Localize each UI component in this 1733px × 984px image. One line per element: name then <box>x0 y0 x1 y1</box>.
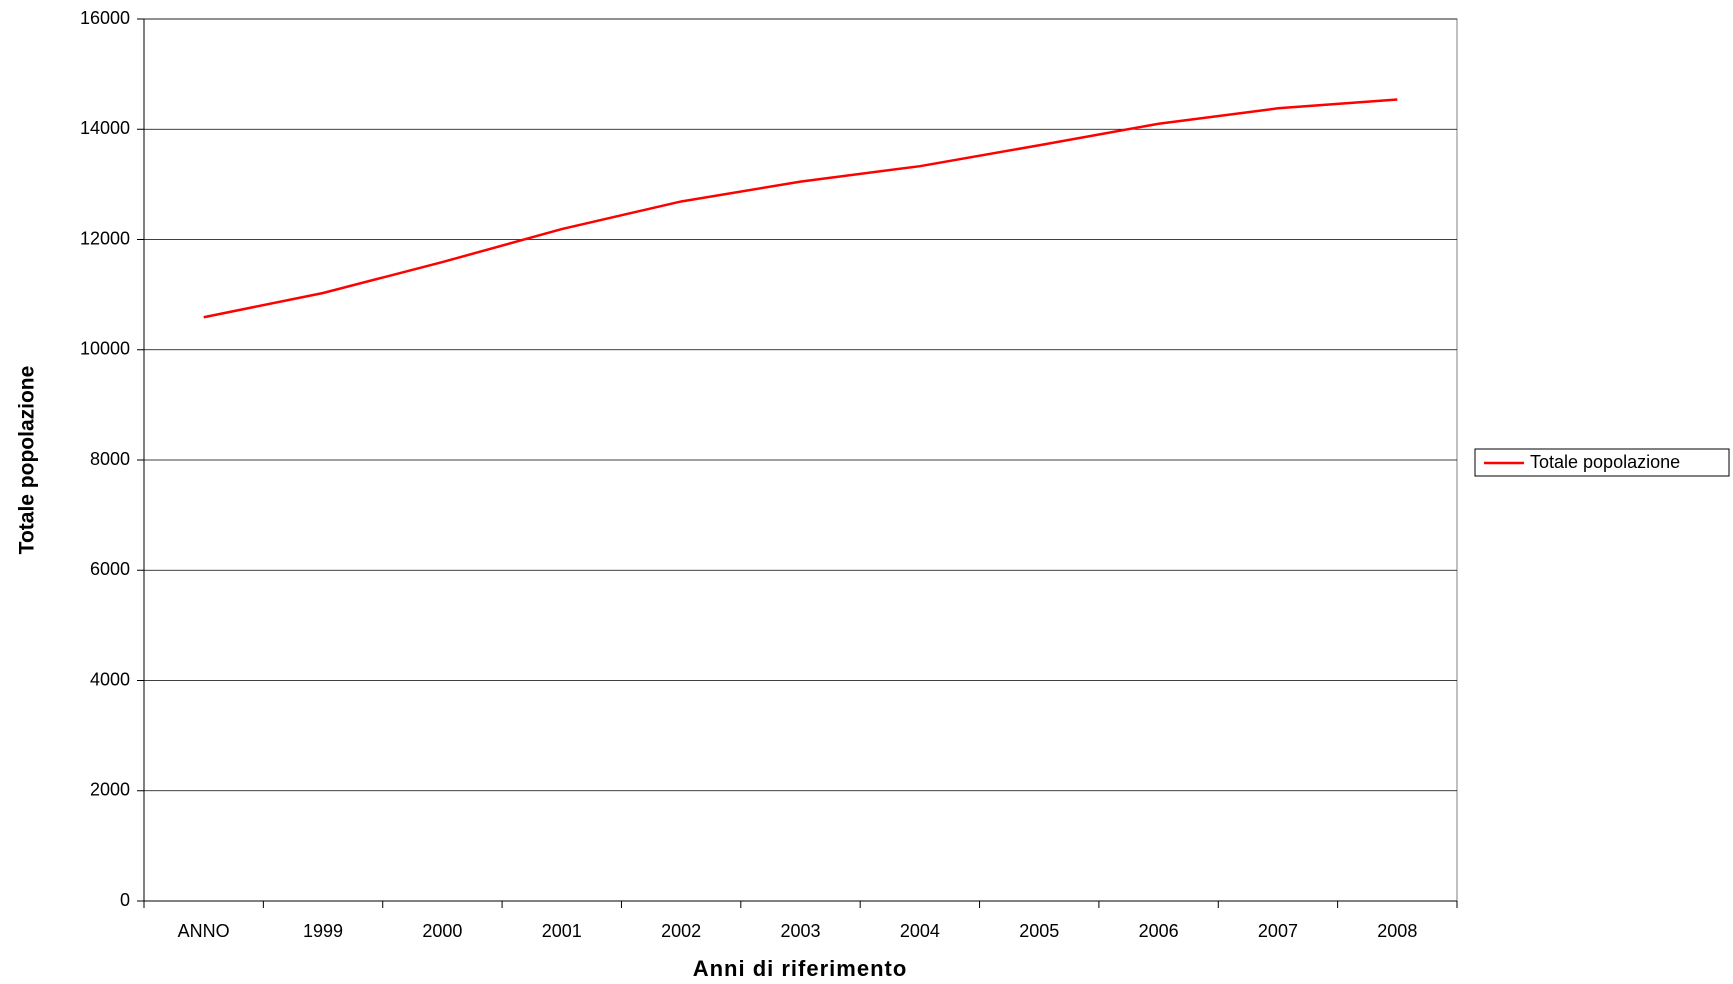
y-tick-label: 16000 <box>80 8 130 28</box>
x-tick-label: ANNO <box>178 921 230 941</box>
x-tick-label: 2000 <box>422 921 462 941</box>
x-tick-label: 2003 <box>780 921 820 941</box>
y-tick-label: 6000 <box>90 559 130 579</box>
x-tick-label: 2007 <box>1258 921 1298 941</box>
y-tick-label: 2000 <box>90 780 130 800</box>
y-tick-label: 8000 <box>90 449 130 469</box>
y-tick-label: 14000 <box>80 118 130 138</box>
y-axis-title: Totale popolazione <box>16 366 39 555</box>
x-tick-label: 2008 <box>1377 921 1417 941</box>
x-tick-label: 1999 <box>303 921 343 941</box>
chart: Totale popolazione Anni di riferimento 0… <box>0 0 1733 984</box>
x-tick-label: 2001 <box>542 921 582 941</box>
x-tick-label: 2005 <box>1019 921 1059 941</box>
x-axis-title: Anni di riferimento <box>693 956 908 981</box>
y-tick-label: 10000 <box>80 339 130 359</box>
page: Totale popolazione Anni di riferimento 0… <box>0 0 1733 984</box>
x-tick-label: 2004 <box>900 921 940 941</box>
y-tick-label: 4000 <box>90 669 130 689</box>
y-tick-label: 12000 <box>80 228 130 248</box>
y-tick-label: 0 <box>120 890 130 910</box>
x-tick-label: 2002 <box>661 921 701 941</box>
legend-label: Totale popolazione <box>1530 452 1680 472</box>
x-tick-label: 2006 <box>1139 921 1179 941</box>
